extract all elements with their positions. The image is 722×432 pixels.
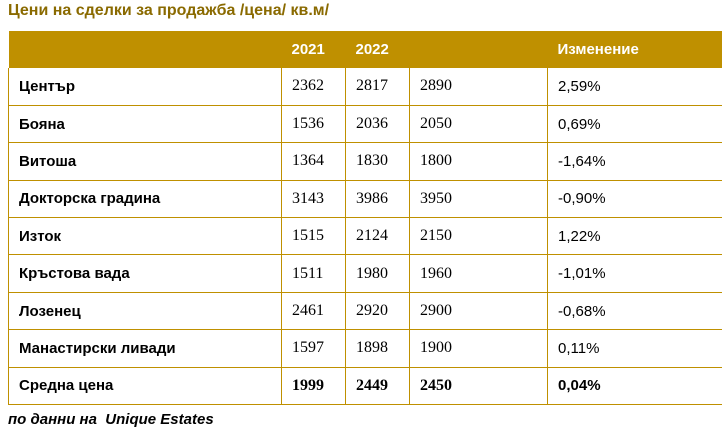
value-2022-cell: 1830 — [345, 142, 410, 181]
value-2021-cell: 1536 — [281, 105, 346, 144]
change-cell: 0,11% — [547, 329, 722, 368]
table-header-row: 2021 2022 Изменение — [8, 31, 722, 68]
table-row: Манастирски ливади 1597 1898 1900 0,11% — [8, 329, 722, 368]
district-cell: Бояна — [8, 105, 282, 144]
page-title: Цени на сделки за продажба /цена/ кв.м/ — [8, 2, 330, 19]
value-current-cell: 2900 — [409, 292, 548, 331]
district-cell: Лозенец — [8, 292, 282, 331]
value-2021-cell: 1511 — [281, 254, 346, 293]
value-2021-cell: 1999 — [281, 367, 346, 406]
district-cell: Докторска градина — [8, 180, 282, 219]
change-cell: -0,90% — [547, 180, 722, 219]
price-table: 2021 2022 Изменение Център 2362 2817 2890 2,… — [8, 31, 722, 406]
value-2022-cell: 1980 — [345, 254, 410, 293]
district-cell: Манастирски ливади — [8, 329, 282, 368]
table-row: Витоша 1364 1830 1800 -1,64% — [8, 142, 722, 181]
value-2022-cell: 3986 — [345, 180, 410, 219]
column-header-2022: 2022 — [355, 41, 389, 58]
source-note: по данни на Unique Estates — [8, 411, 214, 428]
value-current-cell: 2150 — [409, 217, 548, 256]
change-cell: -0,68% — [547, 292, 722, 331]
table-row: Кръстова вада 1511 1980 1960 -1,01% — [8, 254, 722, 293]
district-cell: Средна цена — [8, 367, 282, 406]
table-row: Лозенец 2461 2920 2900 -0,68% — [8, 292, 722, 331]
table-row: Център 2362 2817 2890 2,59% — [8, 68, 722, 106]
value-2021-cell: 2461 — [281, 292, 346, 331]
table-row: Бояна 1536 2036 2050 0,69% — [8, 105, 722, 144]
change-cell: 1,22% — [547, 217, 722, 256]
change-cell: 0,69% — [547, 105, 722, 144]
district-cell: Център — [8, 68, 282, 106]
value-2021-cell: 1364 — [281, 142, 346, 181]
value-2022-cell: 2036 — [345, 105, 410, 144]
district-cell: Кръстова вада — [8, 254, 282, 293]
district-cell: Изток — [8, 217, 282, 256]
value-current-cell: 1800 — [409, 142, 548, 181]
table-row-average: Средна цена 1999 2449 2450 0,04% — [8, 367, 722, 406]
change-cell: 0,04% — [547, 367, 722, 406]
table-row: Изток 1515 2124 2150 1,22% — [8, 217, 722, 256]
change-cell: -1,01% — [547, 254, 722, 293]
value-current-cell: 2050 — [409, 105, 548, 144]
column-header-district — [9, 31, 282, 68]
change-cell: 2,59% — [547, 68, 722, 106]
value-2021-cell: 2362 — [281, 68, 346, 106]
value-2022-cell: 2449 — [345, 367, 410, 406]
district-cell: Витоша — [8, 142, 282, 181]
value-2022-cell: 1898 — [345, 329, 410, 368]
column-header-change: Изменение — [557, 41, 639, 58]
column-header-2021: 2021 — [291, 41, 325, 58]
value-2021-cell: 1597 — [281, 329, 346, 368]
value-2021-cell: 1515 — [281, 217, 346, 256]
value-current-cell: 3950 — [409, 180, 548, 219]
value-current-cell: 1900 — [409, 329, 548, 368]
value-2021-cell: 3143 — [281, 180, 346, 219]
change-cell: -1,64% — [547, 142, 722, 181]
value-current-cell: 2450 — [409, 367, 548, 406]
value-current-cell: 1960 — [409, 254, 548, 293]
column-header-current — [410, 31, 548, 68]
value-2022-cell: 2817 — [345, 68, 410, 106]
value-2022-cell: 2124 — [345, 217, 410, 256]
value-2022-cell: 2920 — [345, 292, 410, 331]
table-row: Докторска градина 3143 3986 3950 -0,90% — [8, 180, 722, 219]
value-current-cell: 2890 — [409, 68, 548, 106]
